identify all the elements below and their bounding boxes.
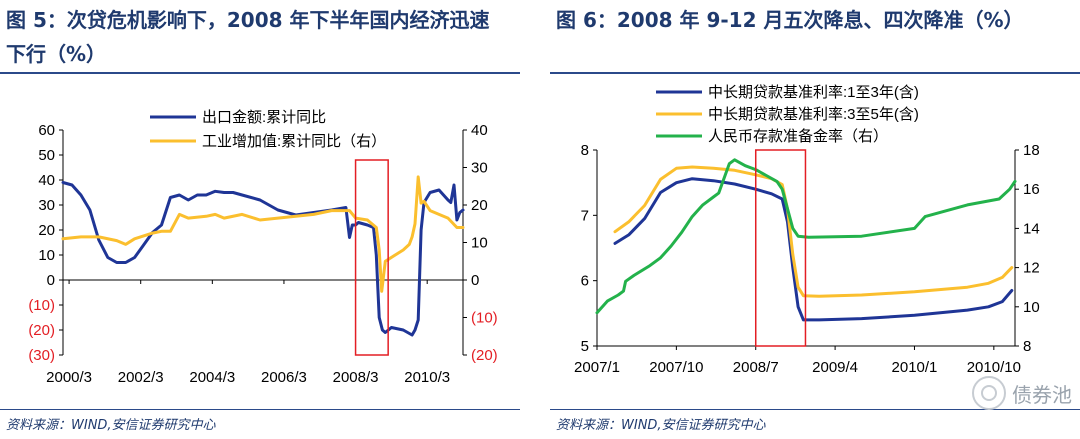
- right-y-right-tick-label: 10: [1023, 299, 1040, 316]
- right-legend-label-1: 中长期贷款基准利率:1至3年(含): [708, 84, 919, 101]
- right-y-left-tick-label: 7: [581, 207, 589, 224]
- right-y-right-tick-label: 18: [1023, 142, 1040, 159]
- right-series-line-2: [613, 165, 1014, 298]
- right-series-line-3: [595, 158, 1017, 315]
- left-legend-label-2: 工业增加值:累计同比（右）: [202, 133, 386, 150]
- left-y-right-tick-label: (20): [471, 347, 498, 364]
- left-source-note: 资料来源：WIND,安信证券研究中心: [6, 418, 216, 433]
- right-y-right-tick-label: 8: [1023, 338, 1031, 355]
- right-y-right-tick-label: 16: [1023, 181, 1040, 198]
- left-chart-title-line2: 下行（%）: [6, 42, 107, 66]
- right-x-tick-label: 2010/1: [892, 359, 938, 376]
- watermark-text: 债券池: [1012, 382, 1072, 407]
- right-legend-label-2: 中长期贷款基准利率:3至5年(含): [708, 106, 919, 123]
- right-x-tick-label: 2007/10: [649, 359, 703, 376]
- left-chart-title-line1: 图 5：次贷危机影响下，2008 年下半年国内经济迅速: [6, 8, 490, 32]
- left-y-left-tick-label: (10): [28, 297, 55, 314]
- left-y-right-tick-label: 30: [471, 160, 488, 177]
- left-y-right-tick-label: (10): [471, 310, 498, 327]
- left-x-tick-label: 2008/3: [333, 369, 379, 386]
- right-y-right-tick-label: 14: [1023, 220, 1040, 237]
- left-y-left-tick-label: (30): [28, 347, 55, 364]
- right-y-right-tick-label: 12: [1023, 260, 1040, 277]
- right-x-tick-label: 2010/10: [967, 359, 1021, 376]
- right-legend-label-3: 人民币存款准备金率（右）: [708, 128, 888, 145]
- right-x-tick-label: 2007/1: [574, 359, 620, 376]
- left-y-left-tick-label: 0: [47, 272, 55, 289]
- right-source-rule: [550, 409, 1080, 410]
- left-y-left-tick-label: 60: [38, 122, 55, 139]
- watermark: 债券池: [972, 376, 1072, 410]
- left-y-left-tick-label: 30: [38, 197, 55, 214]
- right-series-line-1: [613, 177, 1014, 322]
- left-y-left-tick-label: 50: [38, 147, 55, 164]
- left-y-right-tick-label: 20: [471, 197, 488, 214]
- left-y-right-tick-label: 0: [471, 272, 479, 289]
- left-source-rule: [0, 409, 520, 410]
- right-y-left-tick-label: 5: [581, 338, 589, 355]
- right-title-rule: [550, 72, 1080, 74]
- left-x-tick-label: 2010/3: [404, 369, 450, 386]
- left-y-right-tick-label: 10: [471, 235, 488, 252]
- right-source-note: 资料来源：WIND,安信证券研究中心: [556, 418, 766, 433]
- left-title-rule: [0, 72, 520, 74]
- right-x-tick-label: 2009/4: [812, 359, 858, 376]
- left-x-tick-label: 2006/3: [261, 369, 307, 386]
- right-y-left-tick-label: 8: [581, 142, 589, 159]
- right-highlight-box: [754, 149, 807, 347]
- left-x-tick-label: 2002/3: [118, 369, 164, 386]
- left-y-left-tick-label: 10: [38, 247, 55, 264]
- left-x-tick-label: 2000/3: [46, 369, 92, 386]
- right-chart-title: 图 6：2008 年 9-12 月五次降息、四次降准（%）: [556, 8, 1024, 32]
- left-y-left-tick-label: 40: [38, 172, 55, 189]
- left-y-right-tick-label: 40: [471, 122, 488, 139]
- left-y-left-tick-label: 20: [38, 222, 55, 239]
- left-series-line-1: [61, 181, 465, 337]
- left-highlight-box: [354, 159, 389, 356]
- left-series-line-2: [61, 175, 465, 293]
- left-x-tick-label: 2004/3: [189, 369, 235, 386]
- wechat-icon: [972, 376, 1006, 410]
- left-legend-label-1: 出口金额:累计同比: [202, 109, 326, 126]
- right-x-tick-label: 2008/7: [733, 359, 779, 376]
- left-chart: 60 50 40 30 20 10 0 (10) (20) (30) 40 30 20 10 0 (10) (2…: [28, 109, 498, 386]
- right-y-left-tick-label: 6: [581, 273, 589, 290]
- left-y-left-tick-label: (20): [28, 322, 55, 339]
- right-chart: 8 7 6 5 18 16 14 12 10 8 2007/1 2007/10 2008/7 2009/4…: [574, 84, 1040, 376]
